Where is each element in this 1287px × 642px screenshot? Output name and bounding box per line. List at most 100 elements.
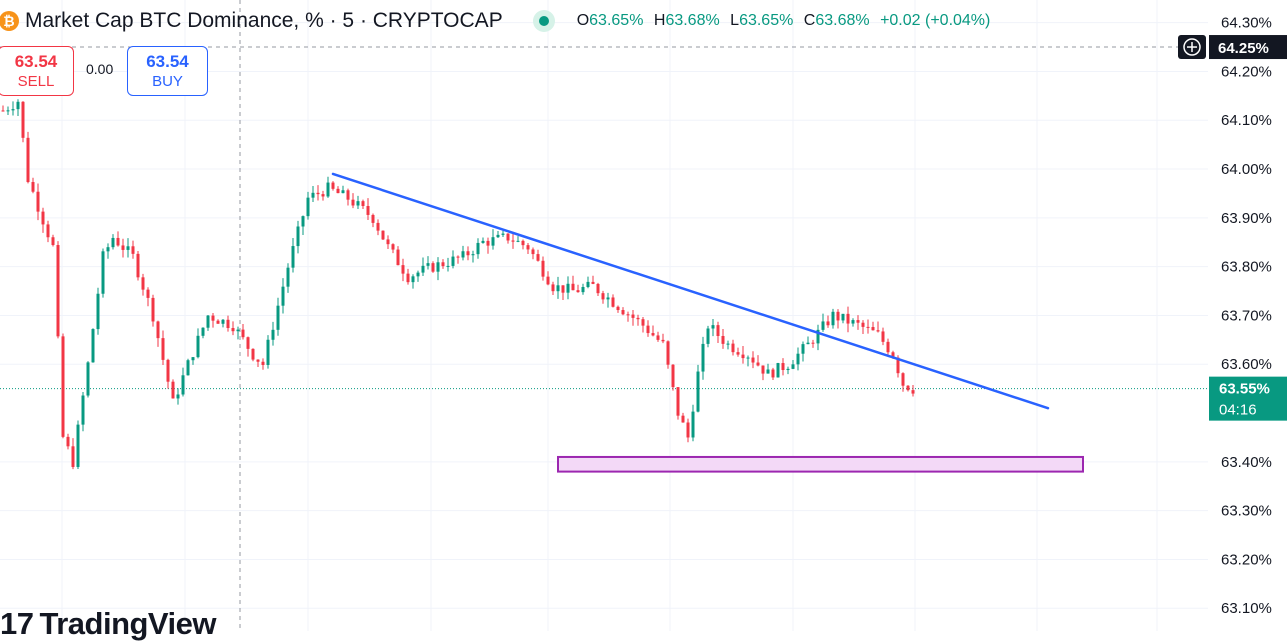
candle-body [361, 201, 365, 207]
drawings[interactable] [331, 172, 1084, 473]
high-value: 63.68% [665, 12, 720, 29]
candle-body [896, 357, 900, 374]
support-zone-rectangle[interactable] [557, 455, 1084, 473]
candle-body [206, 315, 210, 328]
price-axis[interactable]: 64.30% 64.20% 64.10% 64.00% 63.90% 63.80% 63.7… [1178, 15, 1287, 618]
candle-body [406, 273, 410, 283]
candle-body [356, 201, 360, 206]
candle-body [36, 191, 40, 212]
candle-body [291, 246, 295, 268]
candle-body [121, 245, 125, 250]
candle-body [141, 277, 145, 290]
buy-button[interactable]: 63.54 BUY [127, 46, 208, 96]
candle-body [26, 137, 30, 183]
candle-body [156, 321, 160, 339]
candle-body [116, 237, 120, 246]
candle-body [471, 254, 475, 256]
crosshair-price-label: 64.25% [1218, 40, 1269, 57]
candle-body [236, 329, 240, 332]
candle-body [101, 251, 105, 294]
candle-body [366, 206, 370, 215]
candle-body [391, 244, 395, 250]
candle-body [911, 390, 915, 394]
candle-body [711, 325, 715, 329]
candle-body [86, 362, 90, 396]
candle-body [581, 287, 585, 293]
buy-price: 63.54 [146, 52, 189, 71]
candle-body [441, 262, 445, 267]
candle-body [886, 341, 890, 353]
candle-body [221, 319, 225, 324]
candle-body [816, 329, 820, 344]
price-tick-label: 63.80% [1221, 259, 1272, 276]
candle-body [871, 327, 875, 331]
candle-body [651, 333, 655, 336]
candle-body [756, 362, 760, 366]
sell-price: 63.54 [14, 52, 58, 71]
change-value: +0.02 (+0.04%) [880, 12, 991, 29]
candle-body [321, 194, 325, 197]
candle-body [586, 281, 590, 288]
candle-body [41, 211, 45, 225]
price-tick-label: 63.30% [1221, 503, 1272, 520]
candle-body [231, 328, 235, 332]
sell-button[interactable]: 63.54 SELL [0, 46, 74, 96]
candle-body [786, 368, 790, 371]
candle-body [771, 369, 775, 378]
candle-body [341, 190, 345, 194]
candle-body [271, 329, 275, 340]
candle-body [541, 260, 545, 277]
candle-body [556, 285, 560, 292]
candle-body [861, 322, 865, 327]
candle-body [251, 348, 255, 360]
candle-body [876, 330, 880, 332]
candle-body [166, 359, 170, 382]
candle-body [576, 290, 580, 293]
candle-body [741, 354, 745, 359]
candle-body [721, 336, 725, 344]
market-status-icon[interactable] [532, 10, 555, 32]
candle-body [671, 364, 675, 388]
close-label: C [803, 12, 816, 29]
candle-body [616, 306, 620, 311]
candle-body [386, 239, 390, 245]
buy-label: BUY [152, 73, 183, 90]
candle-body [316, 192, 320, 195]
candle-body [796, 353, 800, 365]
candle-body [621, 310, 625, 315]
candle-body [246, 337, 250, 349]
candle-body [466, 251, 470, 256]
candle-body [686, 422, 690, 438]
candle-body [461, 251, 465, 258]
symbol-title[interactable]: Market Cap BTC Dominance, % · 5 · CRYPTO… [25, 9, 503, 32]
trendline[interactable] [331, 172, 1050, 410]
candle-body [31, 182, 35, 192]
candle-body [486, 240, 490, 246]
candle-body [196, 335, 200, 358]
candle-body [211, 315, 215, 321]
candle-body [661, 339, 665, 342]
candle-body [736, 352, 740, 355]
candle-body [631, 314, 635, 318]
candle-body [416, 272, 420, 277]
candle-body [421, 265, 425, 273]
candle-body [681, 415, 685, 423]
candle-body [56, 245, 60, 337]
tradingview-logo[interactable]: 17 TradingView [0, 606, 217, 642]
candle-body [171, 381, 175, 399]
candle-body [836, 311, 840, 321]
chart-header: ₿ Market Cap BTC Dominance, % · 5 · CRYP… [0, 0, 990, 42]
crosshair-price-label-bg [1209, 35, 1287, 60]
low-value: 63.65% [739, 12, 794, 29]
candle-body [146, 289, 150, 298]
candle-body [346, 190, 350, 200]
spread-value: 0.00 [86, 61, 114, 77]
candle-body [96, 293, 100, 330]
candle-body [451, 256, 455, 266]
close-value: 63.68% [815, 12, 870, 29]
candle-body [656, 335, 660, 340]
candle-body [301, 216, 305, 227]
candle-body [606, 297, 610, 300]
candle-body [76, 424, 80, 467]
candle-body [496, 234, 500, 238]
